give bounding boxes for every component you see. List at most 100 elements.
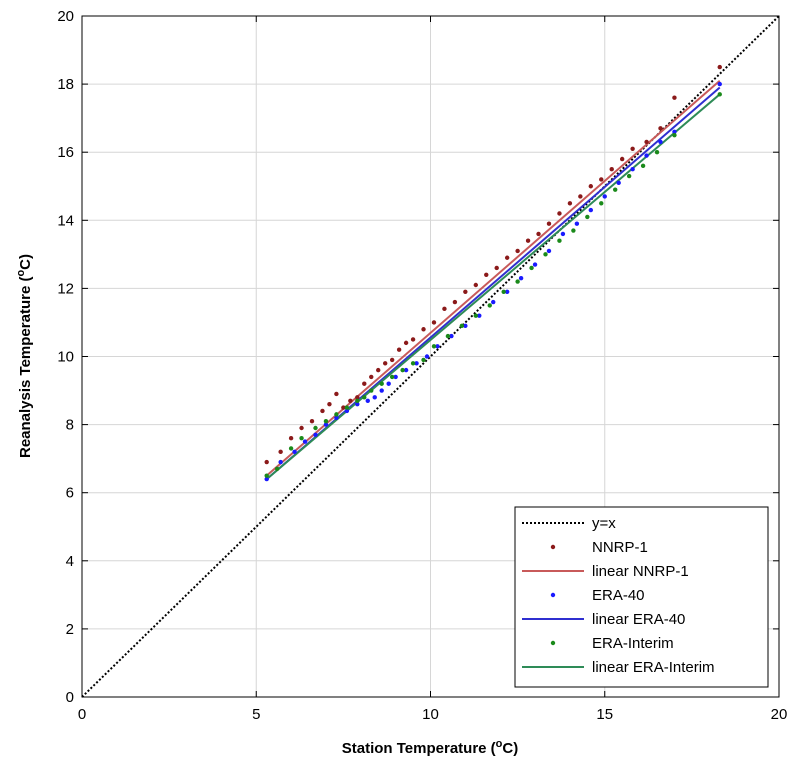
data-point-nnrp-1 (376, 367, 381, 373)
data-point-era-interim (672, 132, 677, 138)
data-point-era-interim (323, 418, 329, 424)
data-point-nnrp-1 (403, 340, 409, 346)
data-point-era-interim (344, 405, 350, 410)
data-point-era-40 (365, 398, 370, 403)
legend-label-linear-era-interim: linear ERA-Interim (592, 659, 715, 676)
data-point-nnrp-1 (369, 374, 374, 380)
data-point-era-40 (449, 333, 454, 339)
legend-label-y-x: y=x (592, 515, 616, 532)
data-point-era-40 (672, 129, 677, 134)
data-point-era-interim (640, 163, 646, 169)
data-point-nnrp-1 (320, 408, 325, 414)
data-point-nnrp-1 (557, 211, 562, 216)
legend-label-linear-nnrp-1: linear NNRP-1 (592, 563, 689, 580)
data-point-era-interim (613, 187, 618, 192)
y-axis-title: Reanalysis Temperature (oC) (15, 254, 34, 458)
x-tick-label: 15 (596, 706, 613, 723)
data-point-era-interim (515, 279, 520, 284)
data-point-era-40 (386, 381, 391, 386)
y-tick-label: 2 (66, 621, 74, 638)
data-point-era-40 (616, 180, 621, 186)
data-point-era-40 (372, 395, 377, 400)
y-tick-label: 14 (57, 212, 74, 229)
data-point-era-interim (362, 395, 367, 400)
series-line-linear-nnrp-1 (266, 79, 721, 477)
data-point-era-interim (543, 252, 548, 257)
data-point-nnrp-1 (504, 255, 510, 260)
grid (81, 15, 780, 698)
data-point-era-40 (532, 262, 538, 267)
data-point-era-40 (302, 439, 308, 444)
data-point-era-40 (546, 248, 552, 254)
y-tick-label: 4 (66, 553, 74, 570)
data-point-nnrp-1 (525, 238, 531, 243)
data-point-era-interim (264, 473, 269, 478)
data-point-nnrp-1 (473, 282, 479, 288)
legend-label-era-40: ERA-40 (592, 587, 645, 604)
data-point-era-40 (518, 275, 524, 281)
y-tick-label: 20 (57, 8, 74, 25)
legend-marker-nnrp-1 (550, 544, 556, 550)
data-point-era-40 (491, 299, 496, 305)
data-point-era-40 (424, 354, 430, 359)
data-point-nnrp-1 (410, 337, 416, 342)
data-point-era-interim (571, 228, 576, 233)
legend: y=x NNRP-1 linear NNRP-1 ERA-40 linear ERA-4… (514, 506, 769, 688)
data-point-era-interim (355, 398, 360, 403)
data-point-era-interim (369, 388, 374, 393)
legend-label-linear-era-40: linear ERA-40 (592, 611, 685, 628)
data-point-era-interim (400, 367, 405, 373)
x-tick-label: 10 (422, 706, 439, 723)
data-point-era-40 (574, 221, 580, 226)
y-tick-label: 0 (66, 689, 74, 706)
data-point-era-40 (313, 432, 318, 438)
data-point-nnrp-1 (484, 272, 489, 277)
data-point-nnrp-1 (442, 306, 447, 312)
data-point-nnrp-1 (389, 357, 395, 363)
data-point-era-interim (529, 265, 534, 271)
data-point-era-interim (445, 333, 451, 339)
data-point-nnrp-1 (264, 459, 269, 465)
data-point-era-40 (630, 167, 635, 172)
data-point-era-40 (435, 344, 440, 349)
data-point-nnrp-1 (452, 299, 458, 305)
data-point-nnrp-1 (672, 95, 677, 100)
data-point-nnrp-1 (658, 126, 663, 131)
data-point-era-interim (389, 374, 395, 380)
data-point-era-40 (588, 207, 594, 213)
data-point-era-40 (463, 323, 468, 329)
legend-box (514, 506, 769, 688)
data-point-nnrp-1 (588, 184, 594, 189)
data-point-nnrp-1 (431, 320, 437, 325)
legend-label-era-interim: ERA-Interim (592, 635, 674, 652)
data-point-era-interim (626, 173, 632, 179)
data-point-era-40 (379, 388, 384, 393)
data-point-era-interim (274, 466, 280, 472)
data-point-era-40 (264, 476, 269, 482)
data-point-era-interim (585, 214, 590, 220)
y-tick-label: 12 (57, 280, 74, 297)
data-point-nnrp-1 (567, 201, 573, 206)
data-point-era-40 (644, 153, 649, 158)
data-point-nnrp-1 (348, 398, 353, 403)
data-point-nnrp-1 (334, 391, 339, 397)
data-point-era-40 (393, 374, 398, 380)
data-point-nnrp-1 (382, 361, 388, 366)
data-point-era-interim (501, 289, 506, 295)
y-tick-label: 6 (66, 485, 74, 502)
data-point-era-40 (658, 139, 663, 145)
data-point-nnrp-1 (644, 139, 649, 145)
data-point-nnrp-1 (421, 327, 426, 332)
data-point-era-interim (557, 238, 562, 243)
data-point-era-interim (299, 436, 304, 441)
data-point-nnrp-1 (546, 221, 552, 226)
data-point-nnrp-1 (327, 401, 332, 407)
data-point-nnrp-1 (396, 347, 402, 352)
data-point-era-interim (717, 92, 722, 97)
data-point-era-interim (421, 357, 426, 363)
series-line-linear-era-interim (266, 93, 721, 480)
data-point-era-40 (504, 289, 510, 295)
data-point-era-40 (334, 415, 339, 420)
data-point-era-interim (410, 361, 416, 366)
